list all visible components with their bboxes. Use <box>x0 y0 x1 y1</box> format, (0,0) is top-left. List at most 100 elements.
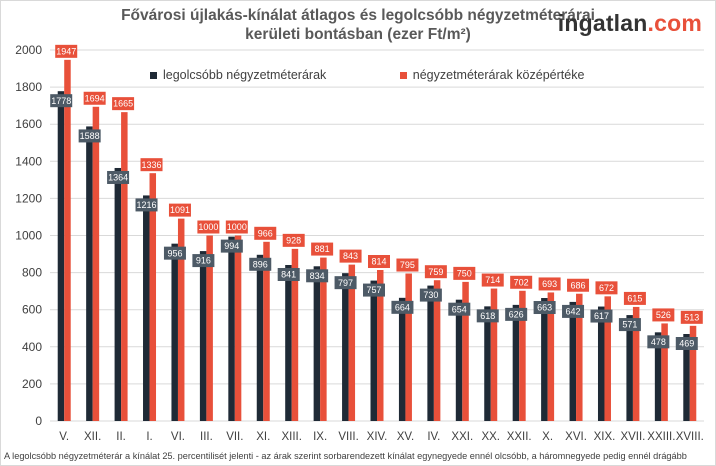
data-label-cheapest: 1364 <box>108 173 128 183</box>
y-tick-label: 1600 <box>15 117 42 131</box>
y-tick-label: 1400 <box>15 154 42 168</box>
label-box-cheapest <box>135 198 158 212</box>
label-box-median <box>396 258 419 272</box>
x-tick-label: XXII. <box>507 431 532 443</box>
bar-median <box>462 281 469 421</box>
bar-median <box>632 306 640 421</box>
x-tick-label: XIII. <box>281 431 301 443</box>
legend-swatch-median <box>399 72 407 80</box>
x-tick-label: XV. <box>397 431 414 443</box>
bar-median <box>206 235 213 421</box>
label-box-cheapest <box>78 129 101 143</box>
x-tick-label: XVIII. <box>676 431 704 443</box>
label-box-median <box>311 242 334 256</box>
x-tick-label: IV. <box>427 431 440 443</box>
label-box-median <box>680 310 703 324</box>
bar-median <box>320 257 327 421</box>
data-label-cheapest: 994 <box>224 241 239 251</box>
brand-logo-main: ingatlan <box>557 10 648 36</box>
data-label-cheapest: 916 <box>196 256 211 266</box>
label-box-cheapest <box>647 335 670 349</box>
bar-median <box>405 273 412 421</box>
y-tick-label: 2000 <box>15 43 42 57</box>
legend-label-cheapest: legolcsóbb négyzetméterárak <box>163 68 327 82</box>
bar-cheapest <box>285 264 292 421</box>
data-label-cheapest: 834 <box>310 271 325 281</box>
x-tick-label: V. <box>59 431 69 443</box>
bar-cheapest <box>427 285 434 421</box>
label-box-median <box>368 255 390 269</box>
bar-median <box>64 59 71 421</box>
x-tick-label: II. <box>116 431 126 443</box>
data-label-cheapest: 1588 <box>80 131 100 141</box>
label-box-median <box>510 275 533 289</box>
x-tick-label: XXIII. <box>647 431 675 443</box>
bar-cheapest <box>654 332 662 421</box>
bar-median <box>377 270 384 421</box>
label-box-median <box>112 97 135 111</box>
data-label-cheapest: 642 <box>566 307 581 317</box>
label-box-median <box>254 226 277 240</box>
bar-median <box>121 112 128 421</box>
bar-cheapest <box>512 304 520 421</box>
bar-cheapest <box>228 236 235 421</box>
x-tick-label: IX. <box>313 431 327 443</box>
label-box-median <box>55 44 78 58</box>
label-box-cheapest <box>107 170 130 184</box>
label-box-median <box>595 281 618 295</box>
label-box-cheapest <box>277 267 300 281</box>
bar-cheapest <box>398 297 406 421</box>
bar-cheapest <box>484 306 491 421</box>
bar-cheapest <box>683 334 690 421</box>
data-label-cheapest: 841 <box>281 270 296 280</box>
data-label-cheapest: 571 <box>622 320 637 330</box>
label-box-median <box>168 203 191 217</box>
x-tick-label: VI. <box>171 431 185 443</box>
label-box-cheapest <box>391 300 414 314</box>
data-label-cheapest: 626 <box>509 309 524 319</box>
data-label-median: 843 <box>343 251 358 261</box>
bar-cheapest <box>541 298 548 421</box>
data-label-median: 814 <box>371 257 386 267</box>
data-label-cheapest: 956 <box>167 248 182 258</box>
label-box-median <box>652 308 675 322</box>
x-tick-label: XXI. <box>451 431 473 443</box>
label-box-median <box>339 249 362 263</box>
data-label-cheapest: 654 <box>452 304 467 314</box>
chart-bars <box>57 59 697 422</box>
bar-cheapest <box>57 91 65 421</box>
chart-title: Fővárosi újlakás-kínálat átlagos és lego… <box>0 6 716 44</box>
label-box-median <box>538 277 561 291</box>
bar-median <box>263 241 270 421</box>
data-label-median: 686 <box>571 280 586 290</box>
label-box-cheapest <box>419 288 442 302</box>
bar-median <box>177 218 185 421</box>
label-box-cheapest <box>533 301 556 315</box>
x-tick-label: X. <box>542 431 553 443</box>
data-label-cheapest: 730 <box>423 290 438 300</box>
bar-cheapest <box>143 195 150 421</box>
bar-median <box>149 173 157 421</box>
data-label-cheapest: 617 <box>594 311 609 321</box>
data-label-cheapest: 1778 <box>51 96 71 106</box>
data-label-median: 615 <box>627 294 642 304</box>
bar-cheapest <box>626 315 633 421</box>
data-label-cheapest: 757 <box>366 285 381 295</box>
label-box-cheapest <box>334 276 357 290</box>
legend-item-cheapest: legolcsóbb négyzetméterárak <box>150 68 326 82</box>
data-label-cheapest: 469 <box>679 339 694 349</box>
bar-median <box>348 264 356 421</box>
label-box-cheapest <box>249 257 272 271</box>
label-box-cheapest <box>220 239 243 253</box>
chart-title-line1: Fővárosi újlakás-kínálat átlagos és lego… <box>121 7 595 24</box>
label-box-cheapest <box>675 337 698 351</box>
label-box-cheapest <box>505 307 528 321</box>
bar-median <box>661 323 668 421</box>
data-label-median: 1091 <box>170 205 190 215</box>
x-tick-label: XI. <box>256 431 270 443</box>
label-box-median <box>424 265 447 279</box>
data-label-median: 966 <box>258 228 273 238</box>
label-box-cheapest <box>590 309 613 323</box>
data-label-median: 672 <box>599 283 614 293</box>
